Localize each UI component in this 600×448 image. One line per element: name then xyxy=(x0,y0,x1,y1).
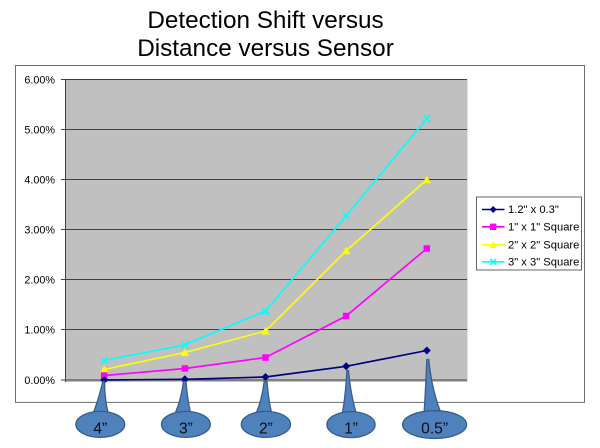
svg-text:4.00%: 4.00% xyxy=(24,175,55,187)
svg-text:0.5”: 0.5” xyxy=(421,421,448,438)
svg-text:4”: 4” xyxy=(93,420,107,437)
svg-text:Distance versus Sensor: Distance versus Sensor xyxy=(137,35,394,62)
svg-text:5.00%: 5.00% xyxy=(24,125,55,137)
svg-text:0.00%: 0.00% xyxy=(24,375,55,387)
svg-text:1.2" x 0.3": 1.2" x 0.3" xyxy=(508,204,559,216)
svg-text:1" x 1" Square: 1" x 1" Square xyxy=(508,222,579,234)
svg-text:2" x 2" Square: 2" x 2" Square xyxy=(508,240,579,252)
svg-text:3”: 3” xyxy=(179,420,193,437)
svg-text:Detection Shift versus: Detection Shift versus xyxy=(147,7,383,34)
svg-text:2.00%: 2.00% xyxy=(24,275,55,287)
svg-text:1.00%: 1.00% xyxy=(24,325,55,337)
svg-text:6.00%: 6.00% xyxy=(24,75,55,87)
svg-text:2”: 2” xyxy=(259,420,273,437)
svg-text:3" x 3" Square: 3" x 3" Square xyxy=(508,257,579,269)
svg-text:1”: 1” xyxy=(344,420,358,437)
svg-text:3.00%: 3.00% xyxy=(24,225,55,237)
